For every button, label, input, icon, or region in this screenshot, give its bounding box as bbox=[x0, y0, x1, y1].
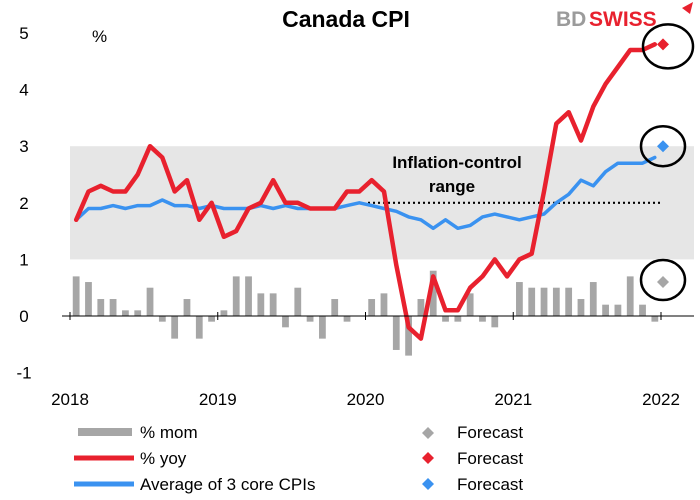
legend-forecast-yoy-marker bbox=[422, 452, 434, 464]
legend-forecast-core-label: Forecast bbox=[457, 475, 523, 494]
mom-bar bbox=[368, 299, 376, 316]
y-tick-label: 1 bbox=[19, 250, 28, 269]
mom-bar bbox=[245, 276, 252, 316]
forecast-highlight-circles bbox=[639, 23, 695, 302]
forecast-mom-circle bbox=[639, 258, 687, 302]
mom-bar bbox=[183, 299, 191, 316]
brand-logo: BD SWISS bbox=[556, 2, 693, 31]
chart-title: Canada CPI bbox=[282, 6, 410, 32]
mom-bar bbox=[479, 316, 486, 322]
legend-swatch-mom bbox=[78, 428, 132, 436]
forecast-core-marker bbox=[657, 140, 669, 153]
mom-bar bbox=[565, 287, 573, 316]
y-tick-label: 5 bbox=[19, 24, 28, 43]
mom-bar bbox=[85, 282, 92, 316]
x-axis-ticks: 2018 2019 2020 2021 2022 bbox=[51, 312, 680, 409]
mom-bar bbox=[257, 293, 265, 316]
mom-bar bbox=[392, 316, 400, 350]
mom-bar bbox=[639, 304, 646, 316]
mom-bar bbox=[491, 316, 499, 328]
mom-bar bbox=[651, 316, 659, 322]
mom-bar bbox=[540, 287, 548, 316]
mom-bar bbox=[208, 316, 215, 322]
legend-forecast-core-marker bbox=[422, 478, 434, 490]
mom-bar bbox=[294, 287, 302, 316]
mom-bar bbox=[466, 293, 474, 316]
brand-logo-arrow-icon bbox=[682, 2, 693, 14]
range-annotation-line1: Inflation-control bbox=[392, 153, 521, 172]
x-tick-label: 2022 bbox=[642, 390, 680, 409]
series-lines bbox=[73, 42, 658, 341]
mom-bar bbox=[516, 282, 523, 316]
legend-forecast-yoy-label: Forecast bbox=[457, 449, 523, 468]
mom-bar bbox=[232, 276, 240, 316]
y-tick-label: 0 bbox=[19, 307, 28, 326]
y-tick-label: 3 bbox=[19, 137, 28, 156]
mom-bar bbox=[195, 316, 203, 339]
x-tick-label: 2020 bbox=[347, 390, 385, 409]
mom-bar bbox=[589, 282, 597, 316]
mom-bar bbox=[134, 310, 142, 316]
mom-bar bbox=[122, 310, 129, 316]
mom-bar bbox=[158, 316, 166, 322]
mom-bar bbox=[614, 304, 622, 316]
mom-bar bbox=[331, 299, 339, 316]
x-tick-label: 2018 bbox=[51, 390, 89, 409]
forecast-mom-marker bbox=[657, 276, 669, 289]
legend-forecast-mom-marker bbox=[422, 427, 434, 439]
mom-bar bbox=[442, 316, 449, 322]
x-tick-label: 2021 bbox=[494, 390, 532, 409]
legend-forecast-mom-label: Forecast bbox=[457, 423, 523, 442]
y-unit-label: % bbox=[92, 27, 107, 46]
mom-bar bbox=[454, 316, 462, 322]
mom-bar bbox=[577, 299, 585, 316]
forecast-markers bbox=[657, 38, 669, 289]
legend: % mom Forecast % yoy Forecast Average of… bbox=[74, 423, 523, 494]
mom-bar bbox=[220, 310, 228, 316]
mom-bar bbox=[380, 293, 388, 316]
mom-bar bbox=[405, 316, 412, 356]
mom-bar bbox=[146, 287, 154, 316]
x-tick-label: 2019 bbox=[199, 390, 237, 409]
mom-bar bbox=[626, 276, 634, 316]
mom-bar bbox=[602, 304, 609, 316]
yoy-line bbox=[73, 42, 658, 341]
range-annotation-line2: range bbox=[429, 177, 475, 196]
mom-bar bbox=[429, 270, 437, 316]
core-cpi-line bbox=[74, 155, 657, 231]
mom-bar bbox=[343, 316, 351, 322]
mom-bar bbox=[528, 287, 536, 316]
mom-bar bbox=[171, 316, 179, 339]
mom-bar bbox=[306, 316, 314, 322]
brand-logo-bd: BD bbox=[556, 8, 586, 31]
y-tick-label: -1 bbox=[16, 364, 31, 383]
legend-label-yoy: % yoy bbox=[140, 449, 187, 468]
y-tick-label: 4 bbox=[19, 81, 28, 100]
mom-bar bbox=[97, 299, 105, 316]
mom-bar bbox=[552, 287, 560, 316]
forecast-yoy-marker bbox=[657, 38, 669, 51]
y-axis-ticks: -1 0 1 2 3 4 5 bbox=[16, 24, 31, 383]
mom-bar bbox=[282, 316, 289, 328]
brand-logo-swiss: SWISS bbox=[589, 8, 657, 31]
legend-label-core: Average of 3 core CPIs bbox=[140, 475, 315, 494]
mom-bars bbox=[72, 270, 659, 356]
mom-bar bbox=[109, 299, 117, 316]
forecast-core-circle bbox=[639, 124, 687, 168]
y-tick-label: 2 bbox=[19, 194, 28, 213]
mom-bar bbox=[319, 316, 326, 339]
mom-bar bbox=[417, 299, 425, 316]
forecast-yoy-circle bbox=[641, 23, 695, 70]
legend-label-mom: % mom bbox=[140, 423, 198, 442]
mom-bar bbox=[72, 276, 80, 316]
mom-bar bbox=[269, 293, 277, 316]
